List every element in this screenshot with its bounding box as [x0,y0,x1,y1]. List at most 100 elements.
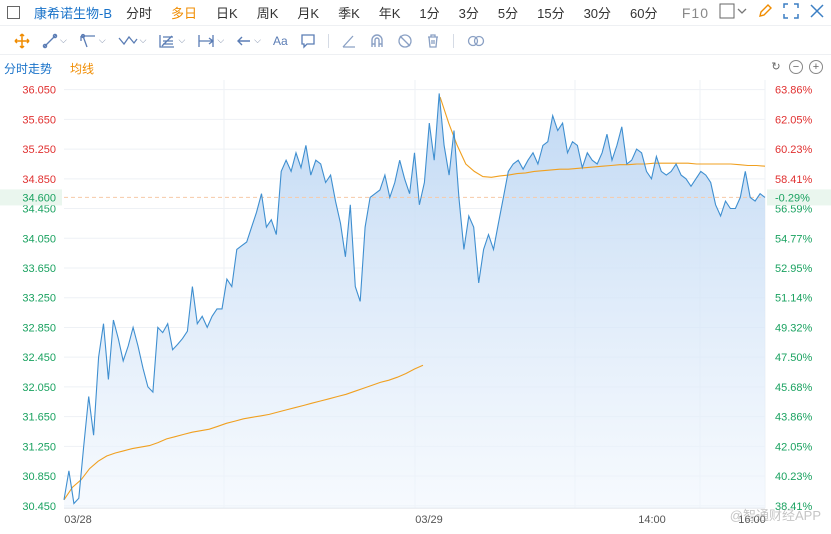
magnet-tool[interactable] [369,33,385,49]
pct-tick-label: 42.05% [775,441,813,453]
eye-off-icon [398,33,412,48]
y-tick-label: 31.650 [22,412,56,424]
comment-icon [301,33,315,49]
y-tick-label: 35.250 [22,144,56,156]
tab-jik[interactable]: 季K [338,6,360,21]
x-tick-label: 03/29 [415,514,443,526]
wave-tool[interactable]: ⌵ [118,33,146,49]
range-icon [198,34,215,47]
fib-tool[interactable]: ⌵ [158,33,185,49]
square-dropdown-icon[interactable] [719,3,747,24]
price-line-series [63,93,766,505]
y-tick-label: 30.850 [22,471,56,483]
comment-tool[interactable] [300,33,316,49]
text-tool[interactable]: Aa [272,33,288,48]
y-axis-left: 36.050 35.650 35.250 34.850 34.450 34.050 33.6… [22,85,56,513]
toolbar-divider [327,33,329,48]
tab-niank[interactable]: 年K [378,6,401,21]
chart-legend: 分时走势 均线 ↻ − + [0,56,831,80]
move-tool[interactable] [14,32,30,49]
current-price-label: 34.600 [22,192,56,204]
price-chart[interactable]: 36.050 35.650 35.250 34.850 34.450 34.050 33.6… [0,80,831,534]
wave-icon [118,35,138,45]
y-tick-label: 34.050 [22,233,56,245]
y-tick-label: 32.450 [22,352,56,364]
magnet-icon [370,33,383,47]
x-tick-label: 14:00 [638,514,666,526]
pct-tick-label: 60.23% [775,144,813,156]
x-tick-label: 03/28 [64,514,92,526]
x-axis: 03/28 03/29 14:00 16:00 [64,514,766,526]
fullscreen-icon[interactable] [783,2,799,24]
pct-tick-label: 38.41% [775,501,813,513]
current-price-tag: 34.600 -0.29% [0,189,831,206]
pct-tick-label: 49.32% [775,322,813,334]
tab-15min[interactable]: 15分 [537,6,565,21]
y-tick-label: 31.250 [22,441,56,453]
arrow-tool[interactable]: ⌵ [236,33,261,49]
current-pct-badge [767,189,831,206]
range-tool[interactable]: ⌵ [197,33,224,49]
pct-tick-label: 54.77% [775,233,813,245]
tab-3min[interactable]: 3分 [458,6,479,21]
y-tick-label: 36.050 [22,85,56,97]
drawing-toolbar: ⌵ ⌵ ⌵ ⌵ ⌵ ⌵ Aa [0,27,831,55]
y-tick-label: 32.850 [22,322,56,334]
zoom-in-icon[interactable]: + [809,60,823,74]
channel-icon [80,33,95,47]
tab-rik[interactable]: 日K [216,6,238,21]
top-bar: 康希诺生物-B 分时 多日 日K 周K 月K 季K 年K 1分 3分 5分 15… [0,0,831,26]
square-icon[interactable] [7,6,20,19]
current-price-badge [0,189,62,206]
stock-title[interactable]: 康希诺生物-B [34,6,113,21]
y-tick-label: 33.650 [22,263,56,275]
top-right-controls: F10 [682,0,831,26]
trash-icon [427,33,438,48]
tab-30min[interactable]: 30分 [583,6,612,21]
ruler-tool[interactable] [341,33,357,49]
legend-avg[interactable]: 均线 [70,61,95,76]
arrow-left-icon [237,36,251,45]
pct-tick-label: 52.95% [775,263,813,275]
pct-tick-label: 58.41% [775,174,813,186]
pct-tick-label: 47.50% [775,352,813,364]
y-tick-label: 34.450 [22,204,56,216]
tab-60min[interactable]: 60分 [630,6,658,21]
hide-tool[interactable] [397,33,413,49]
move-icon [14,32,30,49]
link-icon [467,35,484,46]
y-tick-label: 34.850 [22,174,56,186]
legend-price[interactable]: 分时走势 [4,61,53,76]
zoom-out-icon[interactable]: − [789,60,803,74]
angle-icon [342,35,355,48]
line-tool[interactable]: ⌵ [42,33,67,49]
pct-tick-label: 63.86% [775,85,813,97]
pct-tick-label: 45.68% [775,382,813,394]
tab-zhouk[interactable]: 周K [256,6,279,21]
y-tick-label: 33.250 [22,293,56,305]
tab-fenshi[interactable]: 分时 [126,6,153,21]
pencil-icon[interactable] [757,3,773,24]
tab-1min[interactable]: 1分 [419,6,440,21]
channel-tool[interactable]: ⌵ [79,33,106,49]
y-tick-label: 35.650 [22,114,56,126]
avg-line-series [63,96,766,501]
pct-tick-label: 62.05% [775,114,813,126]
y-tick-label: 30.450 [22,501,56,513]
f10-button[interactable]: F10 [681,5,709,21]
pct-tick-label: 43.86% [775,412,813,424]
reset-icon[interactable]: ↻ [771,60,781,73]
current-pct-label: -0.29% [775,192,810,204]
pct-tick-label: 51.14% [775,293,813,305]
watermark: @智通财经APP [729,508,821,523]
tab-duori[interactable]: 多日 [171,6,198,21]
delete-tool[interactable] [425,33,441,49]
close-icon[interactable] [809,3,825,24]
tab-5min[interactable]: 5分 [497,6,519,21]
toolbar-divider [452,33,454,48]
y-axis-right: 63.86% 62.05% 60.23% 58.41% 56.59% 54.77% 52.9… [775,85,813,513]
pct-tick-label: 56.59% [775,204,813,216]
link-tool[interactable] [466,33,486,49]
tab-yuek[interactable]: 月K [297,6,320,21]
pct-tick-label: 40.23% [775,471,813,483]
